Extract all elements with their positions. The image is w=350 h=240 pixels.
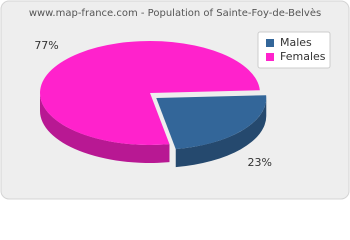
legend-label: Females: [280, 50, 326, 63]
legend-box: [257, 31, 331, 69]
legend-swatch: [266, 53, 274, 61]
value-label: 23%: [247, 156, 271, 169]
legend-label: Males: [280, 36, 312, 49]
chart: www.map-france.com - Population of Saint…: [0, 0, 350, 200]
pie-slice-side: [40, 93, 170, 163]
pie-slice: [40, 41, 260, 146]
value-label: 77%: [34, 39, 58, 52]
pie-slice-side: [175, 97, 267, 168]
page: {"chart_data": {"type": "pie", "title": …: [0, 0, 350, 200]
legend-swatch: [266, 39, 274, 47]
pie-slice: [156, 95, 267, 150]
chart-title: www.map-france.com - Population of Saint…: [29, 7, 321, 19]
